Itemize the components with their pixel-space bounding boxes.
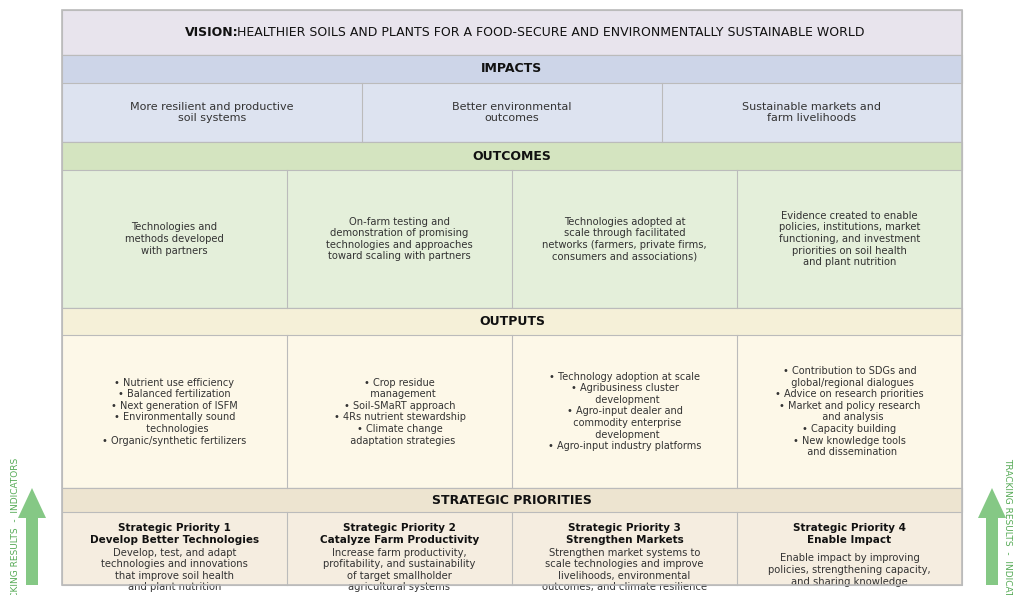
Text: Evidence created to enable
policies, institutions, market
functioning, and inves: Evidence created to enable policies, ins… [779,211,921,267]
Bar [62,142,962,308]
Bar [62,10,962,585]
Bar [26,518,38,585]
Bar [62,142,962,170]
Text: Technologies and
methods developed
with partners: Technologies and methods developed with … [125,223,224,256]
Polygon shape [978,488,1006,518]
Text: VISION:: VISION: [185,26,239,39]
Text: Sustainable markets and
farm livelihoods: Sustainable markets and farm livelihoods [742,102,882,123]
Text: Increase farm productivity,
profitability, and sustainability
of target smallhol: Increase farm productivity, profitabilit… [324,547,476,593]
Text: Strategic Priority 4
Enable Impact: Strategic Priority 4 Enable Impact [793,523,906,545]
Text: OUTCOMES: OUTCOMES [472,149,552,162]
Text: Strategic Priority 2
Catalyze Farm Productivity: Strategic Priority 2 Catalyze Farm Produ… [319,523,479,545]
Polygon shape [18,488,46,518]
Text: TRACKING RESULTS  -  INDICATORS: TRACKING RESULTS - INDICATORS [1004,458,1013,595]
Bar [62,488,962,512]
Bar [62,308,962,488]
Text: Strengthen market systems to
scale technologies and improve
livelihoods, environ: Strengthen market systems to scale techn… [542,547,707,593]
Bar [62,10,962,55]
Text: HEALTHIER SOILS AND PLANTS FOR A FOOD-SECURE AND ENVIRONMENTALLY SUSTAINABLE WOR: HEALTHIER SOILS AND PLANTS FOR A FOOD-SE… [233,26,864,39]
Text: • Contribution to SDGs and
  global/regional dialogues
• Advice on research prio: • Contribution to SDGs and global/region… [775,366,924,457]
Text: Technologies adopted at
scale through facilitated
networks (farmers, private fir: Technologies adopted at scale through fa… [542,217,707,261]
Text: STRATEGIC PRIORITIES: STRATEGIC PRIORITIES [432,493,592,506]
Text: OUTPUTS: OUTPUTS [479,315,545,328]
Text: On-farm testing and
demonstration of promising
technologies and approaches
towar: On-farm testing and demonstration of pro… [326,217,473,261]
Text: Better environmental
outcomes: Better environmental outcomes [453,102,571,123]
Bar [62,55,962,83]
Text: • Crop residue
  management
• Soil-SMaRT approach
• 4Rs nutrient stewardship
• C: • Crop residue management • Soil-SMaRT a… [334,377,466,446]
Bar [62,488,962,585]
Text: More resilient and productive
soil systems: More resilient and productive soil syste… [130,102,294,123]
Bar [62,308,962,335]
Text: TRACKING RESULTS  -  INDICATORS: TRACKING RESULTS - INDICATORS [11,458,20,595]
Text: IMPACTS: IMPACTS [481,62,543,76]
Text: • Technology adoption at scale
• Agribusiness cluster
  development
• Agro-input: • Technology adoption at scale • Agribus… [548,372,701,451]
Text: Strategic Priority 1
Develop Better Technologies: Strategic Priority 1 Develop Better Tech… [90,523,259,545]
Text: Develop, test, and adapt
technologies and innovations
that improve soil health
a: Develop, test, and adapt technologies an… [101,547,248,593]
Bar [986,518,998,585]
Text: Strategic Priority 3
Strengthen Markets: Strategic Priority 3 Strengthen Markets [565,523,683,545]
Text: • Nutrient use efficiency
• Balanced fertilization
• Next generation of ISFM
• E: • Nutrient use efficiency • Balanced fer… [102,377,247,446]
Bar [62,55,962,142]
Text: Enable impact by improving
policies, strengthening capacity,
and sharing knowled: Enable impact by improving policies, str… [768,553,931,587]
